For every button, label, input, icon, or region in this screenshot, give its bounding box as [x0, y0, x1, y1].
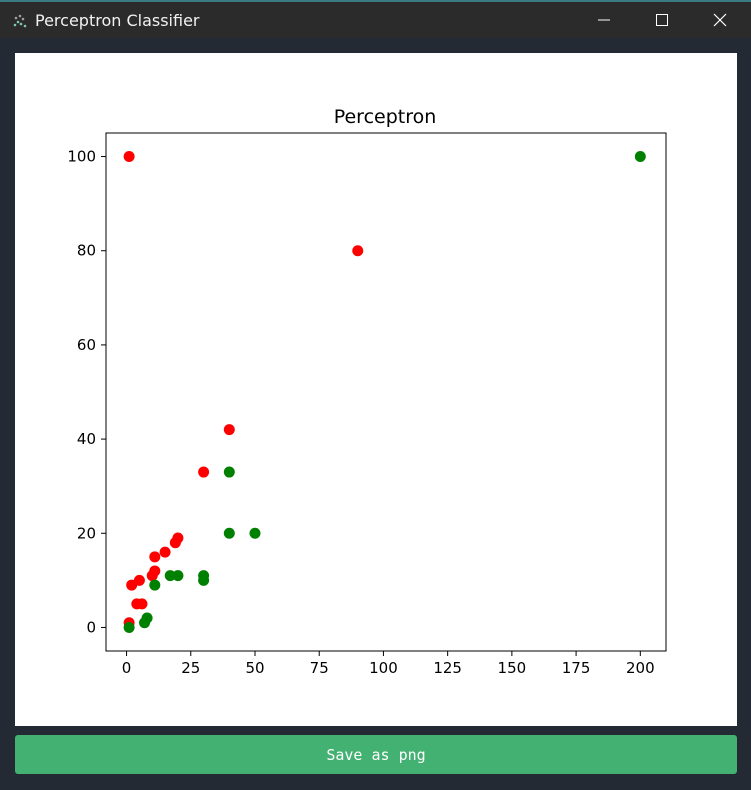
red-data-point	[198, 466, 210, 478]
save-as-png-button[interactable]: Save as png	[15, 735, 737, 774]
window-title: Perceptron Classifier	[35, 11, 200, 30]
red-data-point	[223, 424, 235, 436]
x-tick-label: 25	[181, 659, 200, 677]
red-data-point	[352, 245, 364, 257]
green-data-point	[198, 574, 210, 586]
green-data-point	[123, 621, 135, 633]
green-data-point	[634, 151, 646, 163]
y-tick-label: 80	[77, 242, 96, 260]
green-data-point	[223, 466, 235, 478]
y-tick-label: 40	[77, 430, 96, 448]
red-data-point	[126, 579, 138, 591]
y-tick-label: 60	[77, 336, 96, 354]
red-data-point	[169, 537, 181, 549]
green-data-point	[172, 570, 184, 582]
x-tick-label: 175	[562, 659, 591, 677]
plot-frame	[105, 132, 667, 652]
y-axis: 0 20 40 60 80 100	[67, 148, 106, 636]
red-data-point	[159, 546, 171, 558]
green-data-point	[164, 570, 176, 582]
red-data-point	[136, 598, 148, 610]
scatter-chart: Perceptron 0 25 50 75 100 125 150 175 200 0 20 40 6…	[67, 106, 667, 677]
green-data-point	[249, 527, 261, 539]
x-tick-label: 150	[498, 659, 527, 677]
green-data-point	[149, 579, 161, 591]
y-tick-label: 100	[67, 148, 96, 166]
red-data-point	[149, 551, 161, 563]
red-data-point	[123, 151, 135, 163]
green-data-point	[223, 527, 235, 539]
title-bar: Perceptron Classifier	[0, 0, 751, 38]
y-tick-label: 20	[77, 524, 96, 542]
x-tick-label: 100	[369, 659, 398, 677]
green-data-point	[139, 617, 151, 629]
red-data-point	[146, 570, 158, 582]
maximize-button[interactable]	[633, 2, 691, 38]
data-points	[123, 151, 646, 633]
maximize-icon	[656, 14, 668, 26]
x-tick-label: 200	[626, 659, 655, 677]
close-icon	[713, 13, 727, 27]
chart-title: Perceptron	[334, 106, 437, 128]
x-tick-label: 125	[433, 659, 462, 677]
minimize-button[interactable]	[575, 2, 633, 38]
minimize-icon	[598, 19, 610, 21]
y-tick-label: 0	[86, 618, 96, 636]
plot-canvas: Perceptron 0 25 50 75 100 125 150 175 200 0 20 40 6…	[15, 53, 737, 726]
x-tick-label: 0	[122, 659, 132, 677]
close-button[interactable]	[691, 2, 749, 38]
x-tick-label: 50	[245, 659, 264, 677]
scatter-plot-icon	[13, 14, 27, 28]
x-tick-label: 75	[310, 659, 329, 677]
x-axis: 0 25 50 75 100 125 150 175 200	[122, 651, 655, 677]
